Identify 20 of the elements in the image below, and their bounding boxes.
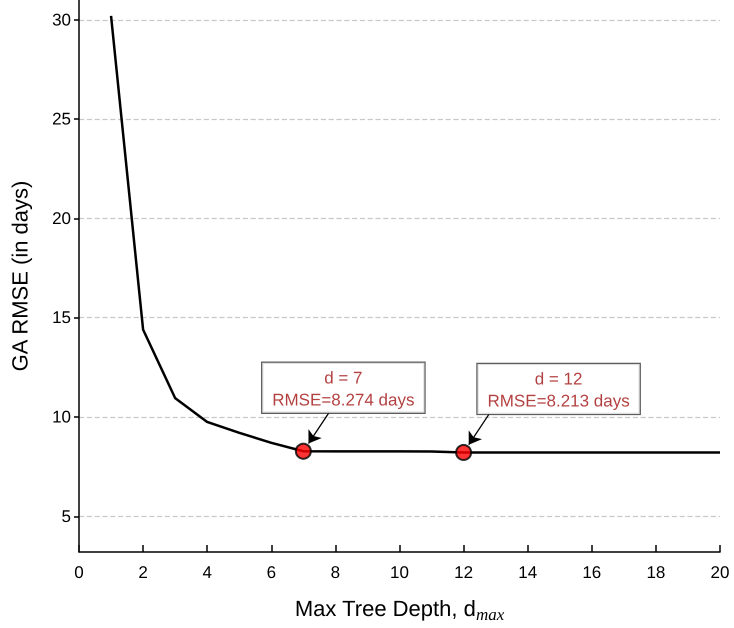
y-tick-label: 25	[52, 110, 71, 129]
x-tick-label: 2	[138, 563, 148, 582]
y-tick-label: 20	[52, 208, 71, 228]
x-tick-label: 8	[330, 563, 340, 582]
y-tick-label: 5	[62, 506, 71, 526]
annotation: d = 12 RMSE=8.213 days	[487, 369, 630, 410]
x-tick-label: 4	[202, 563, 212, 582]
x-tick-label: 0	[74, 563, 84, 582]
x-tick-label: 10	[390, 563, 409, 582]
x-tick-label: 20	[710, 563, 730, 582]
x-tick-label: 6	[266, 563, 276, 582]
x-tick-label: 12	[454, 563, 474, 582]
annotation: d = 7 RMSE=8.274 days	[272, 368, 414, 410]
x-tick-label: 16	[582, 563, 602, 582]
y-tick-label: 15	[52, 308, 71, 328]
y-tick-label: 30	[52, 10, 71, 30]
x-tick-label: 18	[646, 563, 666, 582]
y-tick-label: 10	[52, 407, 71, 426]
x-tick-label: 14	[518, 563, 538, 582]
y-axis-title: GA RMSE (in days)	[8, 180, 32, 372]
